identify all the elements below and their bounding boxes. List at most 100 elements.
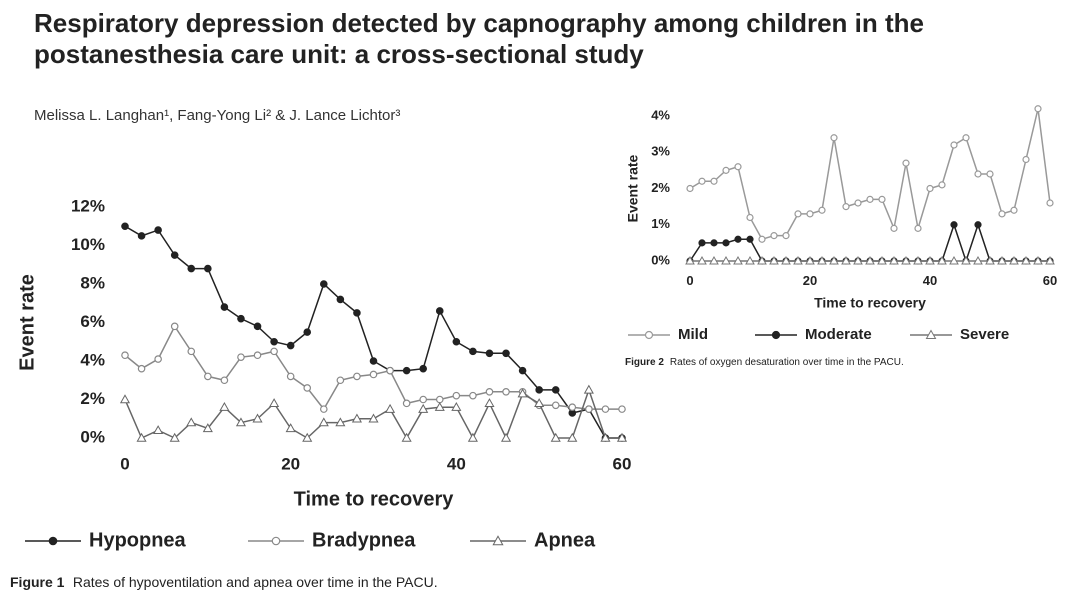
marker — [949, 255, 959, 265]
marker — [170, 251, 179, 259]
marker — [877, 255, 887, 265]
caption-text: Rates of oxygen desaturation over time i… — [670, 357, 904, 368]
y-axis-label: Event rate — [625, 154, 641, 222]
x-tick-label: 40 — [447, 455, 466, 474]
marker — [962, 134, 970, 142]
marker — [974, 221, 982, 229]
legend-marker — [271, 536, 281, 546]
marker — [137, 364, 146, 373]
y-tick-label: 12% — [71, 196, 105, 215]
marker — [817, 255, 827, 265]
marker — [137, 232, 146, 240]
series-line — [124, 225, 622, 439]
marker — [435, 395, 444, 404]
figure-caption: Figure 1 Rates of hypoventilation and apn… — [10, 574, 438, 590]
marker — [469, 391, 477, 400]
marker — [219, 401, 230, 411]
x-tick-label: 60 — [1043, 273, 1057, 288]
marker — [353, 372, 361, 381]
marker — [568, 403, 577, 412]
marker — [136, 432, 147, 442]
marker — [502, 387, 510, 396]
marker — [119, 394, 131, 404]
marker — [253, 351, 262, 360]
x-tick-label: 40 — [923, 273, 937, 288]
caption-label: Figure 1 — [10, 574, 65, 590]
marker — [303, 384, 312, 392]
marker — [902, 159, 910, 167]
marker — [710, 239, 718, 247]
marker — [285, 423, 296, 433]
marker — [830, 134, 838, 142]
marker — [914, 224, 922, 232]
marker — [770, 232, 778, 240]
marker — [854, 199, 862, 207]
y-axis-label: Event rate — [16, 274, 38, 371]
y-tick-label: 4% — [651, 107, 670, 122]
x-axis-label: Time to recovery — [814, 295, 926, 311]
marker — [974, 170, 982, 178]
y-tick-label: 2% — [651, 180, 670, 195]
marker — [986, 170, 994, 178]
marker — [616, 432, 628, 442]
marker — [402, 399, 411, 408]
marker — [419, 395, 428, 404]
marker — [204, 264, 212, 273]
marker — [913, 255, 923, 265]
legend-marker — [771, 330, 781, 340]
marker — [1021, 255, 1031, 265]
series-line — [124, 324, 622, 411]
y-tick-label: 10% — [71, 235, 105, 254]
marker — [806, 210, 814, 218]
marker — [938, 181, 946, 189]
marker — [769, 255, 779, 265]
x-tick-label: 60 — [613, 455, 632, 474]
marker — [1046, 199, 1054, 207]
marker — [402, 366, 411, 375]
marker — [710, 177, 718, 185]
marker — [997, 255, 1007, 265]
marker — [452, 337, 461, 346]
marker — [187, 347, 196, 356]
marker — [1009, 255, 1019, 265]
marker — [698, 239, 706, 247]
marker — [805, 255, 815, 265]
marker — [889, 255, 899, 265]
marker — [721, 255, 731, 265]
authors: Melissa L. Langhan¹, Fang-Yong Li² & J. … — [34, 107, 401, 124]
marker — [368, 413, 379, 423]
marker — [154, 226, 162, 234]
marker — [601, 405, 610, 413]
marker — [865, 255, 875, 265]
legend-label: Moderate — [805, 326, 872, 343]
marker — [618, 405, 626, 413]
marker — [842, 203, 850, 211]
marker — [204, 372, 212, 381]
marker — [451, 401, 462, 411]
marker — [841, 255, 851, 265]
marker — [600, 432, 611, 442]
marker — [535, 386, 543, 394]
y-tick-label: 4% — [80, 350, 105, 369]
figure-caption: Figure 2 Rates of oxygen desaturation ove… — [625, 357, 904, 368]
marker — [734, 163, 742, 171]
legend-marker — [925, 329, 937, 339]
marker — [722, 239, 730, 247]
legend-label: Mild — [678, 326, 708, 343]
y-tick-label: 0% — [651, 252, 670, 267]
marker — [500, 432, 512, 442]
marker — [121, 222, 129, 231]
marker — [336, 295, 345, 304]
marker — [746, 235, 754, 243]
marker — [269, 398, 280, 408]
marker — [318, 417, 329, 427]
marker — [252, 413, 263, 423]
marker — [950, 141, 958, 149]
marker — [220, 376, 229, 385]
marker — [1045, 255, 1055, 265]
marker — [746, 213, 754, 222]
marker — [435, 307, 444, 315]
marker — [1033, 255, 1043, 265]
marker — [484, 398, 495, 408]
y-tick-label: 3% — [651, 144, 670, 159]
